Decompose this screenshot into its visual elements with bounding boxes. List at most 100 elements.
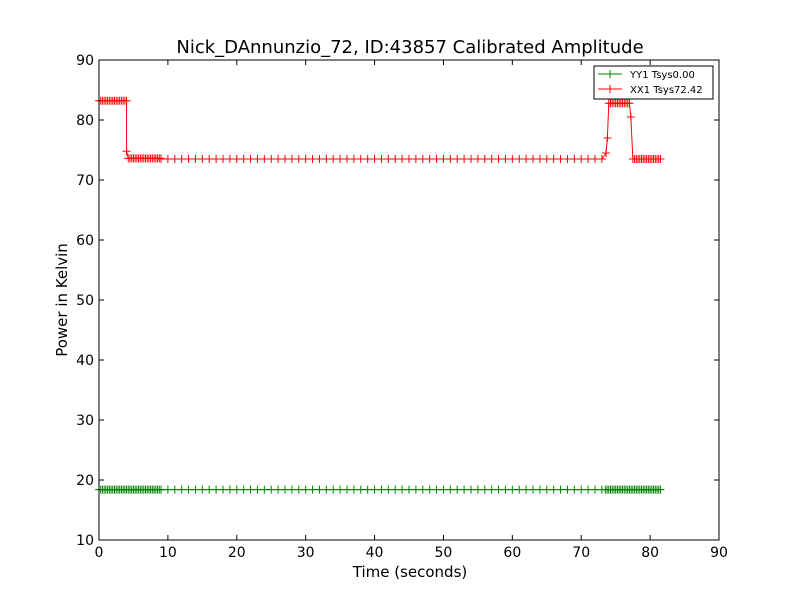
data-point xyxy=(453,485,462,494)
data-point xyxy=(597,155,606,163)
data-point xyxy=(184,155,193,163)
data-point xyxy=(322,485,331,494)
data-point xyxy=(274,485,283,494)
y-tick-label: 40 xyxy=(76,353,94,369)
data-point xyxy=(626,113,635,121)
data-point xyxy=(184,485,193,494)
data-point xyxy=(453,155,462,163)
plot-frame xyxy=(98,59,720,541)
data-point xyxy=(584,485,593,494)
data-point xyxy=(260,155,269,163)
data-point xyxy=(198,155,207,163)
data-point xyxy=(281,155,289,163)
data-point xyxy=(356,155,365,163)
data-point xyxy=(398,155,407,163)
data-point xyxy=(535,155,544,163)
y-tick-label: 20 xyxy=(76,473,94,489)
data-point xyxy=(219,485,227,494)
data-point xyxy=(501,485,510,494)
data-point xyxy=(370,155,379,163)
data-point xyxy=(405,485,413,494)
data-point xyxy=(591,155,599,163)
series-yy1 xyxy=(95,485,665,494)
data-point xyxy=(494,155,503,163)
data-point xyxy=(356,485,365,494)
data-point xyxy=(225,485,234,494)
data-point xyxy=(294,155,303,163)
series-xx1 xyxy=(95,96,665,163)
x-tick-label: 70 xyxy=(572,545,590,561)
chart-title: Nick_DAnnunzio_72, ID:43857 Calibrated A… xyxy=(176,37,643,58)
x-axis-label: Time (seconds) xyxy=(352,563,468,581)
data-point xyxy=(336,485,345,494)
data-point xyxy=(480,485,489,494)
data-point xyxy=(535,485,544,494)
data-point xyxy=(253,155,262,163)
data-point xyxy=(363,485,372,494)
data-point xyxy=(460,485,469,494)
data-point xyxy=(542,155,551,163)
data-point xyxy=(157,485,165,494)
data-point xyxy=(508,155,517,163)
data-point xyxy=(480,155,489,163)
data-point xyxy=(411,155,420,163)
data-point xyxy=(656,485,665,494)
data-point xyxy=(602,149,611,157)
data-point xyxy=(301,155,310,163)
data-point xyxy=(591,485,599,494)
data-point xyxy=(411,485,420,494)
x-tick-label: 30 xyxy=(297,545,315,561)
data-point xyxy=(212,155,221,163)
data-point xyxy=(163,155,172,163)
data-point xyxy=(563,485,572,494)
data-point xyxy=(377,155,386,163)
data-point xyxy=(432,155,441,163)
data-point xyxy=(584,155,593,163)
data-point xyxy=(267,485,276,494)
data-point xyxy=(315,155,324,163)
legend-marker xyxy=(606,85,614,93)
data-point xyxy=(522,485,531,494)
data-point xyxy=(349,485,358,494)
data-point xyxy=(467,485,475,494)
data-point xyxy=(508,485,517,494)
data-point xyxy=(570,485,579,494)
data-point xyxy=(301,485,310,494)
data-point xyxy=(542,485,551,494)
data-point xyxy=(577,155,586,163)
legend-marker xyxy=(606,70,614,78)
data-point xyxy=(529,485,537,494)
data-point xyxy=(336,155,345,163)
data-point xyxy=(384,155,393,163)
data-point xyxy=(473,485,482,494)
data-point xyxy=(287,485,296,494)
data-point xyxy=(246,155,255,163)
data-point xyxy=(246,485,255,494)
data-point xyxy=(446,485,455,494)
data-point xyxy=(349,155,358,163)
data-point xyxy=(170,155,179,163)
data-point xyxy=(563,155,572,163)
data-point xyxy=(405,155,413,163)
series-line xyxy=(99,100,661,160)
data-point xyxy=(191,155,200,163)
data-point xyxy=(432,485,441,494)
data-point xyxy=(370,485,379,494)
data-point xyxy=(515,485,524,494)
legend-label: YY1 Tsys0.00 xyxy=(629,70,695,81)
data-point xyxy=(398,485,407,494)
y-tick-label: 30 xyxy=(76,413,94,429)
data-point xyxy=(329,155,338,163)
data-point xyxy=(212,485,221,494)
data-point xyxy=(501,155,510,163)
data-point xyxy=(384,485,393,494)
data-point xyxy=(494,485,503,494)
data-point xyxy=(239,485,248,494)
data-point xyxy=(418,485,427,494)
data-point xyxy=(391,155,400,163)
data-point xyxy=(308,155,317,163)
data-point xyxy=(274,155,283,163)
